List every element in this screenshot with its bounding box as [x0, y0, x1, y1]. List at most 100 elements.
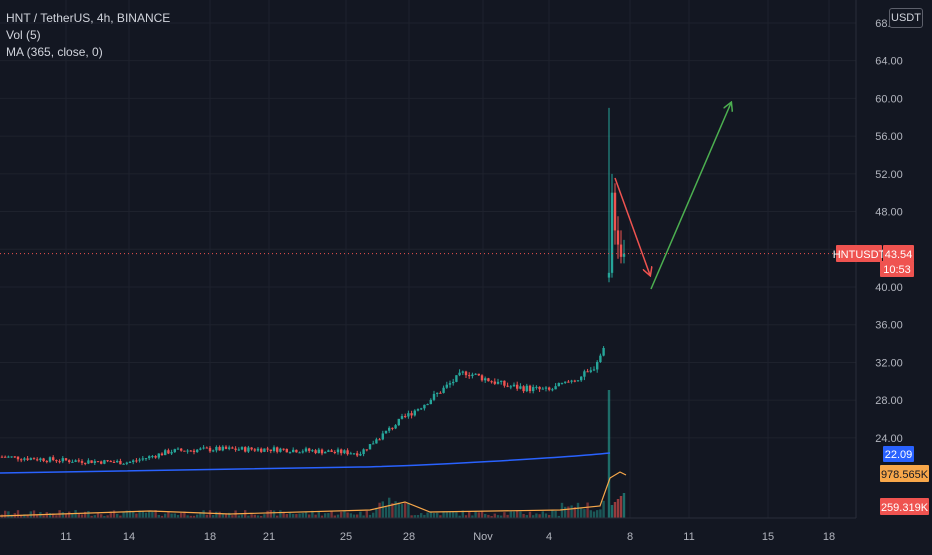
candle-body	[279, 448, 282, 452]
candle-body	[10, 456, 13, 458]
candle-body	[327, 450, 330, 452]
candle-body	[304, 448, 308, 452]
candle-body	[250, 447, 253, 450]
candle-body	[619, 244, 623, 257]
candle-body	[359, 454, 362, 456]
volume-bar	[215, 511, 218, 518]
volume-bar	[167, 511, 170, 518]
candle-body	[0, 456, 4, 458]
candle-body	[247, 447, 250, 452]
y-tick-label: 56.00	[875, 131, 903, 143]
candle-body	[237, 449, 240, 451]
candle-body	[151, 456, 154, 458]
volume-bar	[391, 503, 394, 518]
volume-bar	[93, 515, 96, 518]
arrow-up	[650, 103, 731, 290]
volume-bar	[429, 512, 432, 518]
volume-bar	[509, 511, 512, 518]
candle-body	[343, 450, 346, 454]
volume-bar	[84, 511, 87, 518]
candle-body	[109, 461, 112, 463]
candle-body	[532, 387, 535, 392]
symbol-legend[interactable]: HNT / TetherUS, 4h, BINANCE	[6, 11, 171, 25]
volume-bar	[602, 500, 605, 518]
volume-bar	[269, 510, 272, 518]
candle-body	[45, 461, 48, 463]
volume-bar	[183, 511, 186, 518]
volume-bar	[352, 514, 356, 518]
volume-bar	[506, 514, 509, 518]
volume-bar	[432, 512, 436, 518]
candle-body	[616, 230, 620, 245]
volume-bar	[128, 510, 132, 518]
volume-bar	[311, 510, 314, 518]
volume-bar	[516, 510, 519, 518]
candle-body	[288, 452, 292, 454]
candle-body	[29, 458, 32, 460]
candle-body	[509, 386, 512, 388]
candle-body	[71, 461, 74, 463]
candle-body	[349, 453, 352, 455]
price-badge: 43.54	[885, 249, 913, 261]
volume-bar	[461, 510, 464, 518]
volume-bar	[154, 510, 157, 518]
volume-bar	[368, 514, 372, 518]
x-tick-label: Nov	[473, 531, 493, 543]
candle-body	[253, 449, 256, 451]
annotations	[614, 103, 731, 290]
candle-body	[260, 448, 263, 452]
volume-bar	[314, 514, 317, 518]
candle-body	[52, 457, 55, 461]
candle-body	[212, 450, 215, 452]
candle-body	[378, 439, 381, 441]
candle-body	[442, 387, 445, 393]
candle-body	[474, 373, 477, 375]
volume-bar	[496, 515, 500, 518]
candle-body	[20, 459, 23, 461]
volume-bar	[381, 501, 384, 518]
volume-bar	[10, 514, 13, 518]
volume-bar	[189, 515, 192, 518]
candle-body	[240, 447, 244, 450]
ma-legend[interactable]: MA (365, close, 0)	[6, 45, 103, 59]
volume-bar	[160, 515, 164, 518]
candle-body	[525, 385, 528, 392]
candle-body	[87, 460, 90, 464]
candle-body	[548, 387, 551, 390]
candle-body	[90, 460, 93, 463]
volume-bar	[407, 503, 410, 518]
x-tick-label: 8	[627, 531, 633, 543]
volume-bar	[356, 514, 359, 518]
candle-body	[132, 460, 135, 462]
volume-legend[interactable]: Vol (5)	[6, 28, 41, 42]
candle-body	[429, 399, 432, 405]
candle-body	[292, 449, 295, 453]
volume-bar	[199, 512, 202, 518]
volume-bar	[400, 504, 404, 518]
volume-bar	[224, 513, 228, 518]
x-tick-label: 11	[683, 531, 694, 543]
y-tick-label: 32.00	[875, 357, 903, 369]
volume-bar	[7, 511, 10, 518]
currency-button[interactable]: USDT	[889, 8, 923, 28]
candle-body	[173, 449, 176, 453]
volume-bar	[439, 515, 442, 518]
y-tick-label: 52.00	[875, 169, 903, 181]
volume-bar	[375, 507, 378, 518]
candle-body	[157, 453, 160, 458]
volume-bar	[464, 515, 468, 518]
candle-body	[330, 450, 333, 452]
candle-body	[352, 453, 356, 455]
candle-body	[55, 460, 58, 462]
volume-bar	[144, 512, 148, 518]
volume-badge: 259.319K	[881, 502, 929, 514]
volume-bar	[567, 506, 570, 518]
volume-bar	[500, 515, 503, 518]
volume-bar	[23, 514, 26, 518]
volume-bar	[599, 509, 602, 518]
volume-bar	[256, 515, 260, 518]
volume-bar	[237, 515, 240, 518]
candle-body	[622, 253, 626, 257]
